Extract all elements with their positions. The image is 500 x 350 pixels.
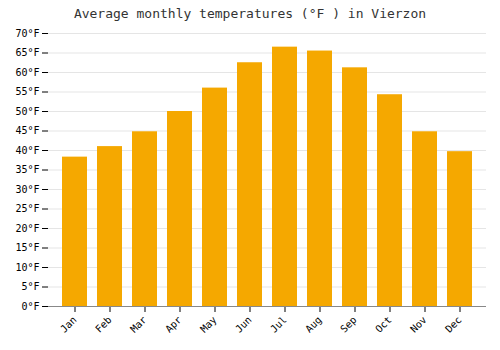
svg-text:Nov: Nov xyxy=(408,314,429,335)
svg-text:35°F: 35°F xyxy=(15,164,39,175)
svg-text:Jun: Jun xyxy=(233,314,254,335)
svg-text:45°F: 45°F xyxy=(15,125,39,136)
svg-text:10°F: 10°F xyxy=(15,262,39,273)
svg-text:Jan: Jan xyxy=(58,314,79,335)
svg-text:Oct: Oct xyxy=(373,314,394,335)
svg-text:60°F: 60°F xyxy=(15,67,39,78)
svg-text:30°F: 30°F xyxy=(15,184,39,195)
html-text:Average monthly temperatures (: Average monthly temperatures (°F ) in Vi… xyxy=(73,6,427,21)
svg-text:40°F: 40°F xyxy=(15,145,39,156)
svg-text:0°F: 0°F xyxy=(21,301,39,312)
svg-text:Sep: Sep xyxy=(338,314,359,335)
svg-text:25°F: 25°F xyxy=(15,203,39,214)
svg-text:May: May xyxy=(198,314,219,335)
svg-text:Aug: Aug xyxy=(303,314,324,335)
svg-text:55°F: 55°F xyxy=(15,86,39,97)
svg-text:70°F: 70°F xyxy=(15,28,39,39)
svg-text:Jul: Jul xyxy=(268,314,289,335)
svg-text:Feb: Feb xyxy=(93,314,114,335)
svg-text:20°F: 20°F xyxy=(15,223,39,234)
svg-text:Dec: Dec xyxy=(443,314,464,335)
svg-text:15°F: 15°F xyxy=(15,242,39,253)
svg-text:Mar: Mar xyxy=(128,314,149,335)
svg-text:50°F: 50°F xyxy=(15,106,39,117)
svg-text:65°F: 65°F xyxy=(15,47,39,58)
svg-text:Apr: Apr xyxy=(163,314,184,335)
svg-text:5°F: 5°F xyxy=(21,281,39,292)
